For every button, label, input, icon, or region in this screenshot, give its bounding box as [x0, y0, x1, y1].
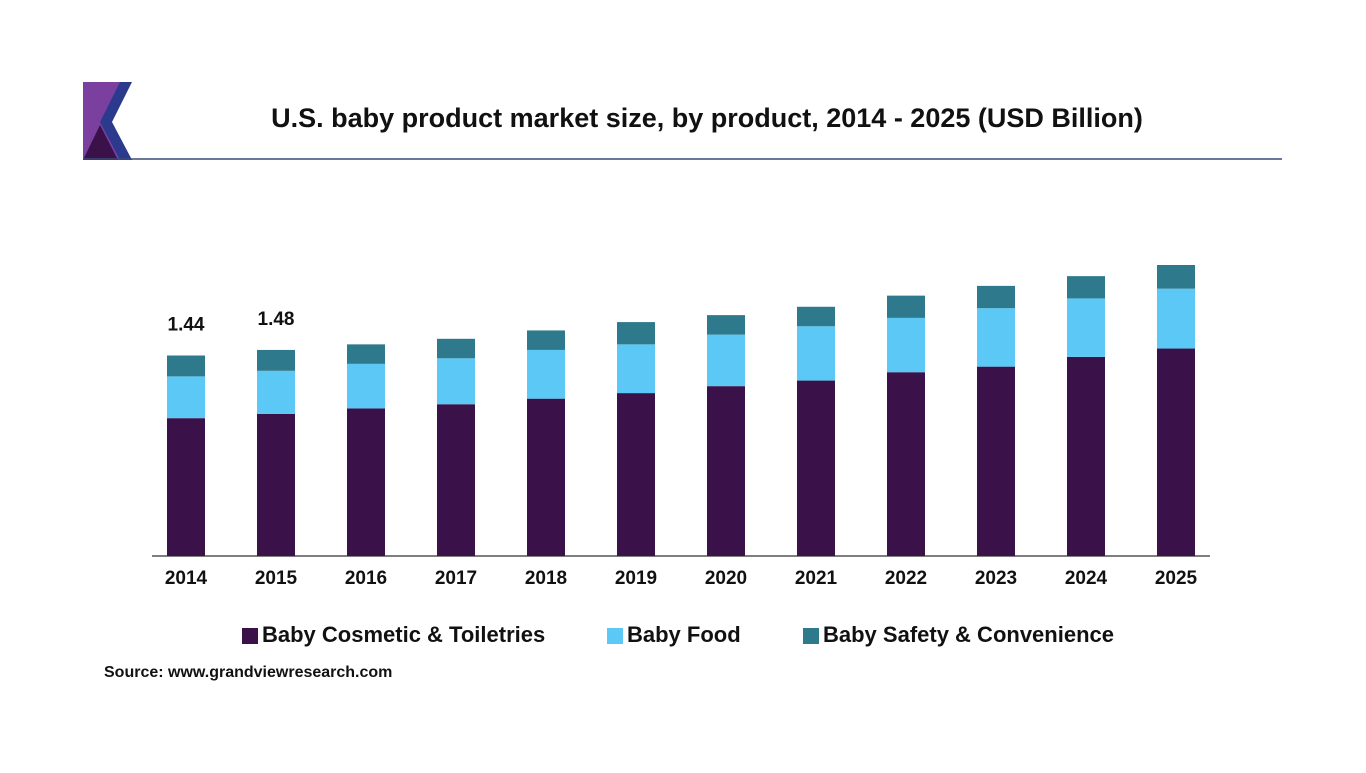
x-tick-label: 2016 [345, 568, 387, 589]
bar-segment [797, 380, 835, 556]
bar-segment [797, 306, 835, 327]
bar-segment [707, 386, 745, 556]
total-label: 1.48 [258, 309, 295, 330]
bar-segment [527, 349, 565, 399]
bar-segment [437, 358, 475, 405]
bar-segment [887, 372, 925, 556]
logo [83, 82, 132, 160]
legend-swatch [242, 628, 258, 644]
bar-segment [527, 398, 565, 556]
bar-segment [1067, 276, 1105, 299]
bar-segment [257, 349, 295, 371]
bar-segment [167, 418, 205, 556]
x-tick-label: 2022 [885, 568, 927, 589]
legend-label: Baby Food [627, 622, 741, 647]
x-tick-label: 2014 [165, 568, 208, 589]
x-tick-label: 2024 [1065, 568, 1108, 589]
x-tick-label: 2023 [975, 568, 1017, 589]
bar-segment [617, 393, 655, 556]
bar-segment [617, 344, 655, 394]
legend-swatch [607, 628, 623, 644]
bar-segment [347, 344, 385, 364]
chart-title: U.S. baby product market size, by produc… [271, 103, 1143, 133]
legend-label: Baby Cosmetic & Toiletries [262, 622, 545, 647]
x-tick-label: 2021 [795, 568, 838, 589]
bar-segment [257, 413, 295, 556]
bar-segment [1157, 348, 1195, 556]
total-label: 1.44 [168, 315, 205, 336]
legend-label: Baby Safety & Convenience [823, 622, 1114, 647]
bar-segment [707, 334, 745, 387]
bar-segment [347, 363, 385, 409]
bar-segment [167, 355, 205, 377]
bar-segment [1067, 298, 1105, 357]
bar-segment [887, 317, 925, 373]
bar-segment [527, 330, 565, 350]
bar-segment [167, 376, 205, 419]
x-tick-label: 2018 [525, 568, 567, 589]
bar-segment [707, 315, 745, 335]
bar-segment [347, 408, 385, 556]
bar-segment [257, 370, 295, 414]
bar-segment [1157, 265, 1195, 289]
bar-segment [1157, 288, 1195, 349]
bar-segment [1067, 356, 1105, 556]
bar-segment [977, 308, 1015, 367]
x-tick-label: 2017 [435, 568, 477, 589]
bar-segment [617, 322, 655, 345]
x-tick-label: 2019 [615, 568, 657, 589]
legend-swatch [803, 628, 819, 644]
bar-segment [887, 295, 925, 318]
source: Source: www.grandviewresearch.com [104, 664, 392, 681]
x-tick-label: 2025 [1155, 568, 1198, 589]
bar-segment [437, 404, 475, 556]
bar-segment [437, 338, 475, 359]
x-tick-label: 2020 [705, 568, 747, 589]
x-tick-label: 2015 [255, 568, 298, 589]
bar-segment [977, 285, 1015, 309]
bar-segment [797, 326, 835, 381]
bar-segment [977, 366, 1015, 556]
